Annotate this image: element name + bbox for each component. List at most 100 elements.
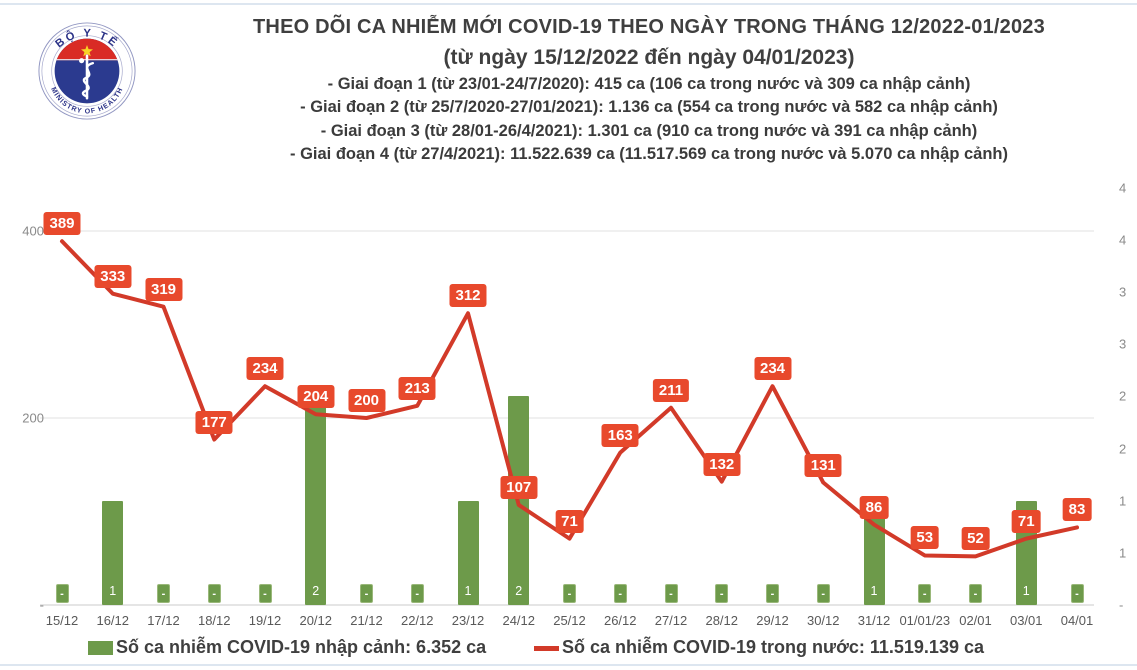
line-data-label: 86 (859, 495, 889, 519)
phase-1-note: - Giai đoạn 1 (từ 23/01-24/7/2020): 415 … (327, 74, 971, 93)
line-data-label: 234 (753, 357, 792, 381)
y-axis-right-label: 1 (1119, 493, 1127, 509)
bar-zero-label: - (918, 584, 932, 603)
bar-zero-label: - (816, 584, 830, 603)
bar-value-label: 2 (312, 584, 320, 598)
logo-ring-3 (51, 35, 123, 107)
top-border-line (0, 3, 1137, 5)
phase-4-note: - Giai đoạn 4 (từ 27/4/2021): 11.522.639… (290, 145, 1008, 163)
line-data-label: 132 (703, 452, 741, 476)
y-axis-left-label: 400 (22, 223, 44, 239)
x-axis-label: 19/12 (248, 613, 282, 628)
x-axis-label: 24/12 (502, 613, 536, 628)
logo-snake (81, 61, 95, 98)
phase-2-note: - Giai đoạn 2 (từ 25/7/2020-27/01/2021):… (300, 98, 998, 116)
legend-bar-label: Số ca nhiễm COVID-19 nhập cảnh: 6.352 ca (116, 637, 487, 657)
bar-zero-label: - (969, 584, 982, 603)
x-axis-label: 26/12 (603, 613, 637, 628)
line-data-label: 234 (246, 357, 284, 381)
line-data-label: 333 (94, 264, 132, 288)
line-data-label: 211 (652, 378, 690, 402)
bar (457, 500, 479, 605)
line-data-label: 389 (43, 212, 81, 236)
legend-line-label: Số ca nhiễm COVID-19 trong nước: 11.519.… (562, 637, 984, 657)
bar-zero-label: - (664, 584, 678, 603)
logo-star (81, 45, 93, 57)
y-axis-right-label: - (1119, 597, 1124, 613)
bar-zero-label: - (613, 584, 627, 603)
line-data-label: 200 (347, 389, 386, 412)
y-axis-left-label: 200 (22, 410, 44, 426)
x-axis-label: 25/12 (553, 613, 586, 628)
x-axis-label: 23/12 (451, 613, 485, 628)
line-data-label: 83 (1062, 498, 1092, 522)
y-axis-right-label: 1 (1119, 545, 1127, 561)
legend-bar-swatch (88, 641, 113, 655)
bar-value-label: 1 (109, 584, 117, 598)
line-data-label: 52 (961, 527, 990, 551)
ministry-of-health-logo: BỘ Y TẾ MINISTRY OF HEALTH (38, 22, 136, 120)
y-axis-right-label: 4 (1119, 180, 1127, 196)
bar-zero-label: - (1070, 584, 1084, 603)
chart-title: THEO DÕI CA NHIỄM MỚI COVID-19 THEO NGÀY… (253, 16, 1045, 38)
legend-line-swatch (534, 646, 559, 651)
line-data-label: 163 (601, 423, 639, 447)
x-axis-label: 30/12 (806, 613, 840, 628)
x-axis-label: 28/12 (705, 613, 739, 628)
x-axis-label: 27/12 (654, 613, 688, 628)
bar-value-label: 1 (464, 584, 472, 598)
bar-zero-label: - (715, 584, 729, 603)
y-axis-right-label: 4 (1119, 232, 1127, 248)
bar-zero-label: - (360, 584, 373, 603)
bar-value-label: 1 (1022, 584, 1030, 598)
bar-zero-label: - (563, 584, 576, 603)
line-data-label: 131 (804, 453, 842, 477)
line-data-label: 213 (398, 376, 436, 400)
line-data-label: 312 (449, 284, 487, 308)
bar (305, 396, 327, 605)
logo-snake-head (79, 58, 85, 64)
x-axis-label: 16/12 (96, 613, 130, 628)
x-axis-label: 31/12 (857, 613, 891, 628)
bar-zero-label: - (157, 584, 170, 603)
bar (102, 500, 124, 605)
line-data-label: 71 (1011, 509, 1041, 533)
chart-legend: Số ca nhiễm COVID-19 nhập cảnh: 6.352 ca… (0, 634, 1137, 664)
x-axis-label: 18/12 (197, 613, 231, 628)
bar-value-label: 2 (515, 584, 523, 598)
bar-zero-label: - (258, 584, 272, 603)
bar-zero-label: - (766, 584, 779, 603)
x-axis-label: 01/01/23 (899, 613, 951, 628)
x-axis-label: 20/12 (299, 613, 333, 628)
x-axis-label: 15/12 (45, 613, 79, 628)
logo-outer-ring (38, 22, 136, 120)
bar-zero-label: - (410, 584, 424, 603)
phase-3-note: - Giai đoạn 3 (từ 28/01-26/4/2021): 1.30… (320, 121, 978, 140)
x-axis-label: 21/12 (350, 613, 383, 628)
line-data-label: 71 (555, 509, 584, 533)
chart-header: THEO DÕI CA NHIỄM MỚI COVID-19 THEO NGÀY… (168, 16, 1130, 164)
logo-ring-2 (41, 25, 133, 117)
line-data-label: 177 (195, 410, 233, 434)
line-data-label: 107 (500, 475, 538, 499)
y-axis-left-label: - (39, 597, 44, 613)
line-data-label: 204 (297, 385, 335, 409)
x-axis-label: 17/12 (147, 613, 180, 628)
y-axis-right-label: 2 (1119, 441, 1127, 457)
bottom-border-line (0, 664, 1137, 666)
bar-value-label: 1 (870, 584, 878, 598)
y-axis-right-label: 2 (1119, 388, 1127, 404)
bar-zero-label: - (55, 584, 69, 603)
y-axis-right-label: 3 (1119, 336, 1127, 352)
x-axis-label: 02/01 (959, 613, 992, 628)
x-axis-label: 22/12 (400, 613, 434, 628)
x-axis-label: 04/01 (1060, 613, 1094, 628)
x-axis-label: 29/12 (756, 613, 789, 628)
x-axis-label: 03/01 (1009, 613, 1043, 628)
y-axis-right-label: 3 (1119, 284, 1127, 300)
line-data-label: 319 (144, 277, 183, 301)
chart-subtitle: (từ ngày 15/12/2022 đến ngày 04/01/2023) (443, 46, 855, 69)
